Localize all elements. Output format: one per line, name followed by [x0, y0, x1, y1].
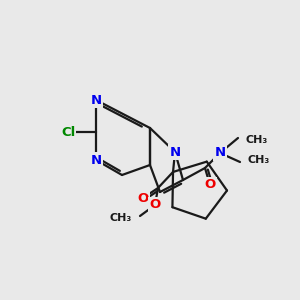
- Text: N: N: [169, 146, 181, 158]
- Text: N: N: [90, 154, 102, 166]
- Text: O: O: [149, 199, 161, 212]
- Text: N: N: [214, 146, 226, 160]
- Text: N: N: [90, 94, 102, 106]
- Text: Cl: Cl: [61, 125, 75, 139]
- Text: CH₃: CH₃: [248, 155, 270, 165]
- Text: CH₃: CH₃: [110, 213, 132, 223]
- Text: CH₃: CH₃: [246, 135, 268, 145]
- Text: O: O: [137, 191, 148, 205]
- Text: O: O: [204, 178, 216, 191]
